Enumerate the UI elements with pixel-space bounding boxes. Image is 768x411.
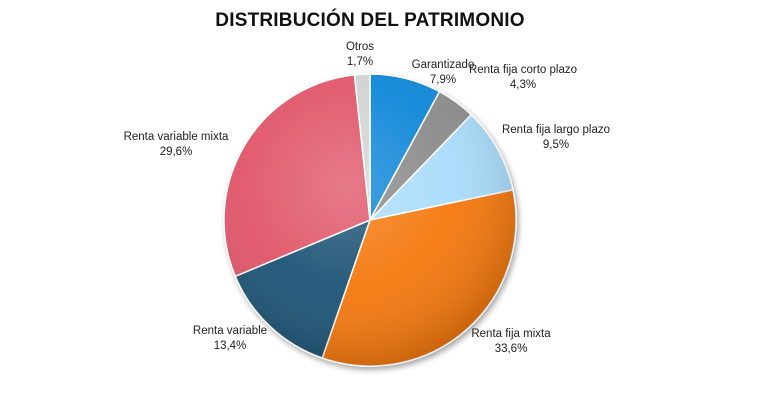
slice-value-label: 29,6%: [160, 146, 193, 158]
slice-label: Garantizado: [412, 59, 475, 71]
slice-value-label: 33,6%: [495, 343, 528, 355]
pie-labels: Garantizado 7,9% Renta fija corto plazo 4,3…: [124, 41, 610, 355]
slice-label: Renta fija corto plazo: [469, 64, 577, 76]
slice-label: Renta variable mixta: [124, 131, 229, 143]
slice-value-label: 1,7%: [347, 56, 373, 68]
slice-label: Renta fija mixta: [471, 328, 551, 340]
slice-value-label: 13,4%: [214, 340, 247, 352]
slice-label: Renta fija largo plazo: [502, 124, 610, 136]
slice-value-label: 4,3%: [510, 79, 536, 91]
slice-label: Otros: [346, 41, 374, 53]
slice-value-label: 7,9%: [430, 74, 456, 86]
chart-title: DISTRIBUCIÓN DEL PATRIMONIO: [215, 10, 525, 31]
pie-slices: [223, 73, 517, 367]
slice-value-label: 9,5%: [543, 139, 569, 151]
slice-label: Renta variable: [193, 325, 267, 337]
